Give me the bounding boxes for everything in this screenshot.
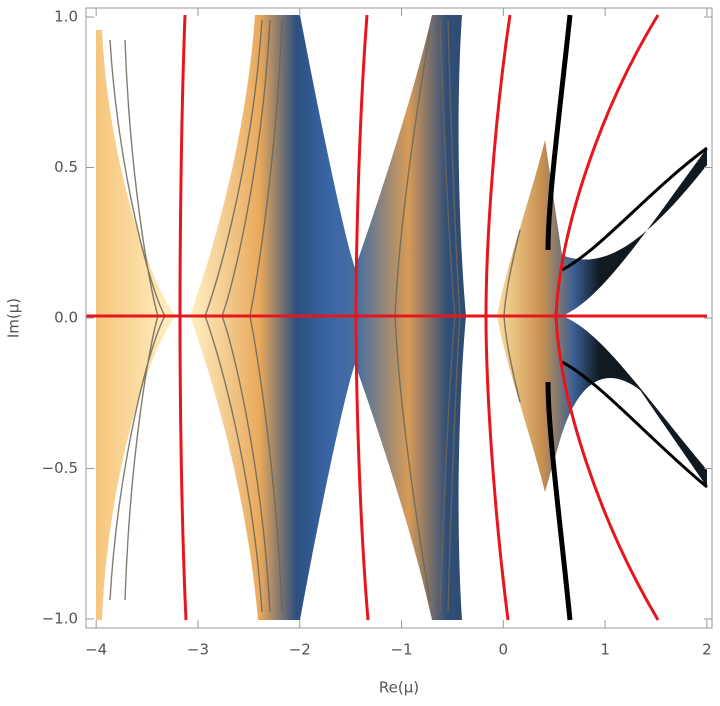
contour-region — [96, 30, 176, 620]
y-tick-label: 0.5 — [54, 158, 78, 176]
black-curve — [545, 381, 573, 621]
y-tick-label: −0.5 — [42, 459, 78, 477]
black-curve — [561, 360, 708, 489]
x-tick-label: −1 — [390, 641, 412, 659]
red-curve — [554, 14, 660, 621]
x-tick-label: 1 — [600, 641, 610, 659]
black-curve — [545, 14, 573, 251]
red-curves — [86, 14, 707, 621]
black-curves — [545, 14, 708, 621]
x-tick-label: 2 — [702, 641, 712, 659]
red-curve — [178, 14, 188, 621]
x-tick-label: −4 — [85, 641, 107, 659]
red-curve — [484, 14, 512, 621]
y-tick-label: 1.0 — [54, 8, 78, 26]
y-tick-label: −1.0 — [42, 609, 78, 627]
black-curve — [561, 146, 708, 272]
red-curve — [354, 14, 370, 621]
x-tick-label: −2 — [289, 641, 311, 659]
x-axis-label: Re(μ) — [379, 679, 419, 697]
y-axis-label: Im(μ) — [5, 298, 23, 338]
x-tick-label: 0 — [499, 641, 509, 659]
x-tick-label: −3 — [187, 641, 209, 659]
y-tick-label: 0.0 — [54, 309, 78, 327]
